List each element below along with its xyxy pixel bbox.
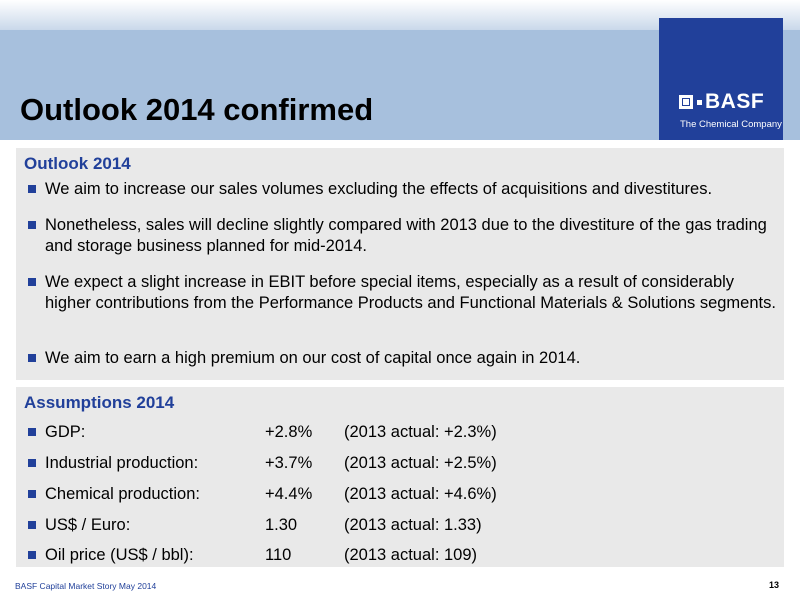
outlook-heading: Outlook 2014: [24, 154, 131, 173]
footer-text: BASF Capital Market Story May 2014: [15, 581, 157, 591]
assumption-label: Industrial production:: [45, 454, 199, 472]
assumption-row: Industrial production: +3.7% (2013 actua…: [24, 452, 776, 474]
assumption-label: Oil price (US$ / bbl):: [45, 546, 194, 564]
assumption-label: GDP:: [45, 423, 86, 441]
assumption-actual: (2013 actual: +2.5%): [344, 454, 497, 472]
bullet-square-icon: [28, 490, 36, 498]
assumption-value: 1.30: [265, 516, 298, 534]
assumption-label: US$ / Euro:: [45, 516, 131, 534]
assumptions-heading: Assumptions 2014: [24, 393, 175, 412]
basf-logo: BASF The Chemical Company: [659, 18, 783, 140]
outlook-bullet-text: We expect a slight increase in EBIT befo…: [45, 273, 776, 312]
assumption-row: Chemical production: +4.4% (2013 actual:…: [24, 483, 776, 505]
assumption-row: US$ / Euro: 1.30 (2013 actual: 1.33): [24, 514, 776, 536]
slide-title: Outlook 2014 confirmed: [20, 92, 374, 127]
assumption-actual: (2013 actual: 109): [344, 546, 478, 564]
assumptions-panel: Assumptions 2014 GDP: +2.8% (2013 actual…: [16, 387, 784, 567]
outlook-bullet: We aim to earn a high premium on our cos…: [24, 348, 776, 369]
logo-wordmark: BASF: [705, 90, 765, 113]
basf-logo-mark-icon: [679, 95, 702, 109]
bullet-square-icon: [28, 551, 36, 559]
bullet-square-icon: [28, 278, 36, 286]
assumption-row: GDP: +2.8% (2013 actual: +2.3%): [24, 421, 776, 443]
bullet-square-icon: [28, 459, 36, 467]
assumption-value: +2.8%: [265, 423, 313, 441]
outlook-bullet-text: Nonetheless, sales will decline slightly…: [45, 216, 767, 255]
assumption-row: Oil price (US$ / bbl): 110 (2013 actual:…: [24, 544, 776, 566]
logo-tagline: The Chemical Company: [680, 119, 782, 130]
assumption-label: Chemical production:: [45, 485, 200, 503]
assumption-value: +3.7%: [265, 454, 313, 472]
header-divider: [0, 140, 800, 145]
bullet-square-icon: [28, 521, 36, 529]
assumption-value: +4.4%: [265, 485, 313, 503]
bullet-square-icon: [28, 221, 36, 229]
assumption-value: 110: [265, 546, 292, 564]
bullet-square-icon: [28, 185, 36, 193]
outlook-bullet: We expect a slight increase in EBIT befo…: [24, 272, 776, 314]
outlook-bullet-text: We aim to increase our sales volumes exc…: [45, 180, 713, 198]
outlook-bullet: We aim to increase our sales volumes exc…: [24, 179, 776, 200]
bullet-square-icon: [28, 428, 36, 436]
assumption-actual: (2013 actual: +4.6%): [344, 485, 497, 503]
page-number: 13: [768, 580, 779, 590]
outlook-bullet-text: We aim to earn a high premium on our cos…: [45, 349, 581, 367]
outlook-bullet: Nonetheless, sales will decline slightly…: [24, 215, 776, 257]
outlook-panel: Outlook 2014 We aim to increase our sale…: [16, 148, 784, 380]
assumption-actual: (2013 actual: 1.33): [344, 516, 482, 534]
bullet-square-icon: [28, 354, 36, 362]
assumption-actual: (2013 actual: +2.3%): [344, 423, 497, 441]
